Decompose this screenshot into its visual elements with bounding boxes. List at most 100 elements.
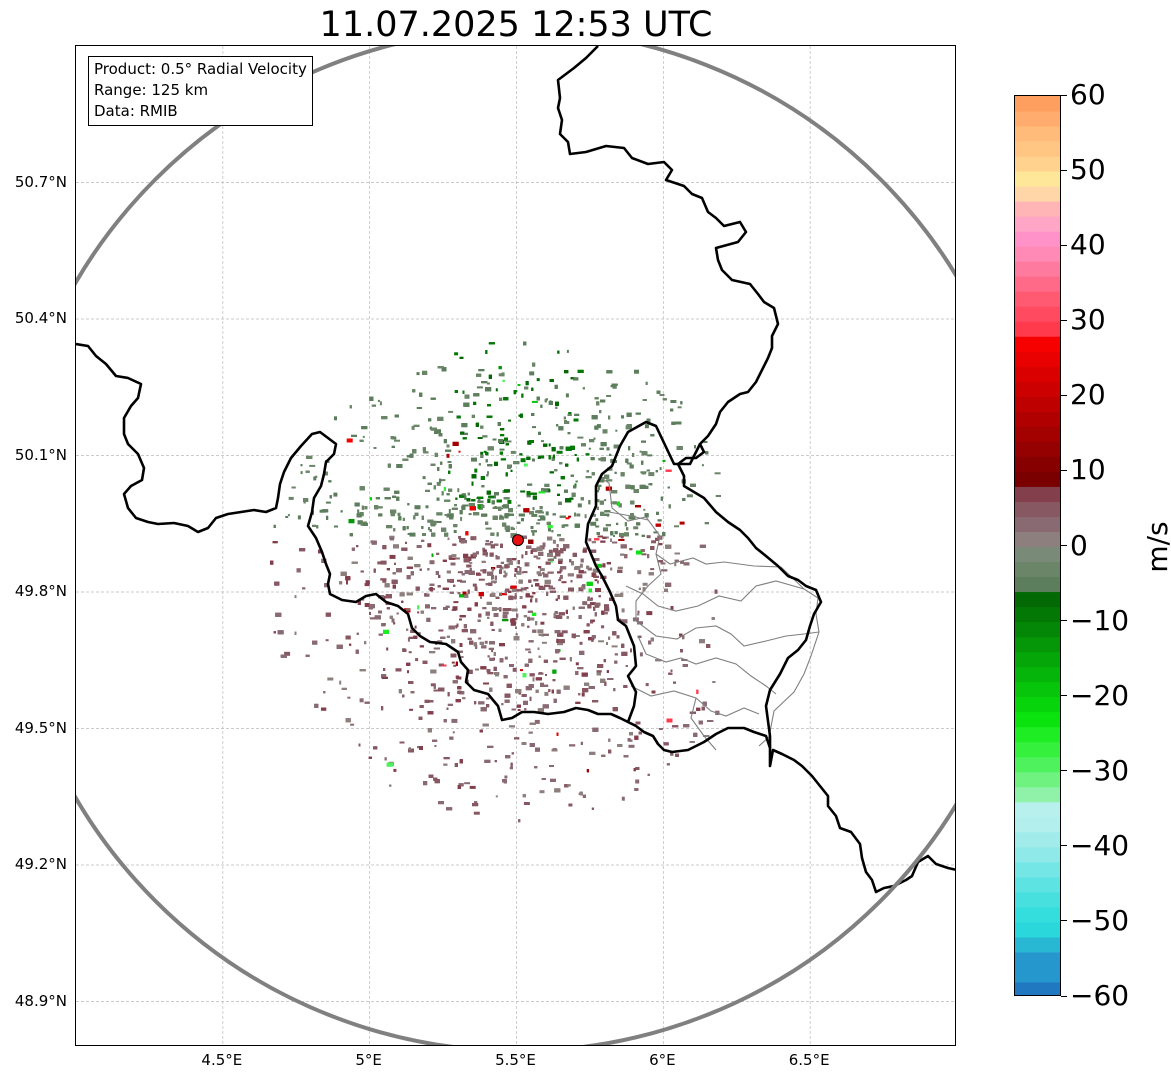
velocity-echo (467, 589, 470, 594)
velocity-echo (611, 383, 618, 386)
velocity-echo (416, 506, 419, 510)
velocity-echo (559, 568, 563, 572)
velocity-echo (473, 401, 477, 405)
velocity-echo (526, 456, 531, 460)
velocity-echo (514, 568, 518, 572)
velocity-echo (551, 749, 558, 752)
velocity-echo (359, 698, 364, 703)
velocity-echo (444, 499, 451, 502)
velocity-echo (614, 531, 618, 535)
velocity-echo (504, 514, 509, 519)
velocity-echo (491, 568, 494, 572)
velocity-echo (558, 612, 565, 616)
velocity-echo (418, 545, 422, 548)
velocity-echo (364, 701, 370, 704)
velocity-echo (693, 732, 698, 737)
velocity-echo (659, 728, 663, 730)
velocity-echo (485, 583, 489, 586)
velocity-echo (356, 513, 362, 518)
velocity-echo (504, 775, 508, 779)
velocity-echo (510, 469, 513, 472)
velocity-echo (538, 515, 545, 518)
velocity-echo (487, 672, 494, 675)
velocity-echo (609, 453, 612, 456)
velocity-echo (485, 350, 488, 354)
velocity-echo (659, 467, 662, 471)
velocity-echo (502, 522, 507, 527)
velocity-echo (618, 539, 625, 541)
velocity-echo (502, 619, 509, 622)
velocity-echo (574, 413, 580, 416)
velocity-echo (584, 514, 587, 519)
radar-map[interactable] (75, 45, 956, 1046)
velocity-echo (452, 606, 458, 611)
velocity-echo (592, 568, 598, 573)
velocity-echo (679, 633, 683, 637)
velocity-echo (670, 400, 677, 403)
velocity-echo (554, 630, 561, 634)
velocity-echo (452, 731, 455, 734)
velocity-echo (556, 615, 563, 619)
velocity-echo (490, 621, 494, 626)
velocity-echo (442, 587, 449, 590)
velocity-echo (549, 765, 554, 767)
velocity-echo (478, 701, 485, 705)
velocity-echo (426, 617, 431, 622)
velocity-echo (386, 607, 390, 610)
velocity-echo (587, 596, 590, 599)
velocity-echo (639, 652, 643, 657)
velocity-echo (521, 694, 527, 697)
velocity-echo (582, 794, 586, 798)
velocity-echo (517, 504, 521, 507)
velocity-echo (581, 585, 586, 590)
velocity-echo (478, 592, 484, 597)
velocity-echo (459, 510, 463, 515)
velocity-echo (476, 551, 479, 555)
velocity-echo (598, 640, 605, 643)
velocity-echo (596, 670, 602, 673)
velocity-echo (662, 532, 666, 537)
velocity-echo (535, 510, 541, 513)
velocity-echo (448, 555, 452, 560)
velocity-echo (446, 807, 453, 811)
velocity-echo (648, 640, 652, 645)
velocity-echo (545, 511, 549, 516)
velocity-echo (495, 795, 498, 798)
velocity-echo (563, 685, 570, 690)
velocity-echo (434, 745, 437, 747)
velocity-echo (408, 747, 411, 751)
velocity-echo (434, 430, 438, 434)
velocity-echo (406, 526, 409, 530)
velocity-echo (489, 541, 493, 544)
velocity-echo (445, 605, 450, 608)
velocity-echo (485, 540, 489, 543)
velocity-echo (460, 431, 465, 435)
velocity-echo (315, 475, 318, 478)
velocity-echo (349, 533, 353, 537)
velocity-echo (535, 598, 538, 603)
velocity-echo (454, 763, 458, 767)
velocity-echo (554, 384, 558, 389)
velocity-echo (535, 621, 538, 626)
velocity-echo (495, 555, 498, 557)
velocity-echo (487, 571, 494, 576)
velocity-echo (455, 675, 459, 679)
velocity-echo (629, 732, 633, 736)
velocity-echo (382, 578, 387, 583)
velocity-echo (449, 516, 454, 520)
velocity-echo (405, 541, 407, 544)
velocity-echo (523, 508, 530, 513)
velocity-echo (430, 520, 437, 525)
velocity-echo (547, 536, 553, 541)
velocity-echo (472, 552, 477, 557)
velocity-echo (628, 744, 635, 748)
velocity-echo (668, 672, 673, 675)
velocity-echo (482, 569, 487, 574)
velocity-echo (389, 554, 396, 559)
velocity-echo (539, 568, 545, 572)
velocity-echo (351, 561, 358, 564)
velocity-echo (499, 448, 505, 451)
velocity-echo (594, 425, 599, 430)
velocity-echo (430, 683, 436, 687)
velocity-echo (441, 491, 444, 496)
